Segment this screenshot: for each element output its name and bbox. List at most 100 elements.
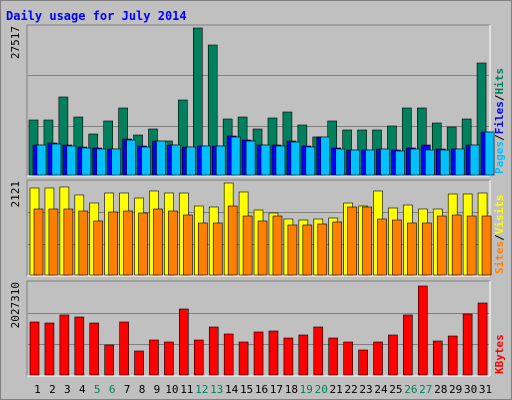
bar-sites-day-26 [407, 222, 417, 276]
bar-kbytes-day-12 [193, 339, 204, 376]
bar-sites-day-8 [138, 212, 148, 276]
bar-pages-day-9 [156, 140, 166, 176]
x-tick-label-6: 6 [109, 383, 116, 396]
bar-pages-day-20 [320, 136, 331, 176]
bar-kbytes-day-25 [388, 334, 398, 376]
bar-kbytes-day-3 [59, 314, 70, 376]
bar-sites-day-22 [347, 206, 357, 276]
bar-pages-day-19 [305, 146, 316, 176]
bar-pages-day-27 [425, 149, 435, 176]
bar-kbytes-day-11 [179, 308, 189, 376]
x-tick-label-25: 25 [389, 383, 402, 396]
bar-kbytes-day-19 [298, 334, 309, 376]
bar-pages-day-8 [141, 146, 151, 176]
bar-pages-day-17 [275, 145, 286, 176]
kbytes-panel [26, 280, 491, 377]
bar-kbytes-day-1 [29, 321, 40, 376]
x-tick-label-26: 26 [404, 383, 417, 396]
x-tick-label-15: 15 [240, 383, 253, 396]
x-tick-label-22: 22 [344, 383, 357, 396]
bar-sites-day-24 [377, 218, 387, 276]
bar-sites-day-31 [481, 215, 492, 276]
bar-kbytes-day-27 [418, 285, 428, 376]
x-tick-label-13: 13 [210, 383, 223, 396]
bar-sites-day-14 [227, 205, 238, 276]
bar-pages-day-1 [36, 144, 47, 176]
bar-pages-day-12 [200, 145, 211, 176]
bar-sites-day-17 [272, 215, 283, 276]
bar-kbytes-day-7 [119, 321, 129, 376]
x-tick-label-9: 9 [154, 383, 161, 396]
bar-pages-day-16 [260, 144, 271, 176]
bar-kbytes-day-8 [134, 350, 144, 376]
bar-pages-day-11 [186, 146, 196, 176]
x-tick-label-7: 7 [124, 383, 131, 396]
panels-layer [26, 24, 495, 377]
bar-kbytes-day-10 [164, 341, 174, 376]
legend-entry: Sites [493, 241, 506, 274]
bar-kbytes-day-30 [462, 313, 473, 376]
bar-kbytes-day-20 [313, 326, 324, 376]
bar-pages-day-14 [230, 136, 241, 176]
x-tick-label-24: 24 [374, 383, 388, 396]
x-tick-label-16: 16 [255, 383, 268, 396]
bar-sites-day-5 [93, 220, 104, 276]
legend-entry: KBytes [493, 334, 506, 374]
bar-sites-day-18 [287, 224, 298, 276]
legend-hits-panel: Pages/Files/Hits [493, 68, 506, 174]
bar-kbytes-day-2 [44, 322, 55, 376]
x-tick-label-3: 3 [64, 383, 71, 396]
bar-kbytes-day-6 [104, 344, 114, 376]
bar-kbytes-day-22 [343, 341, 353, 376]
bar-sites-day-10 [168, 210, 178, 276]
x-tick-label-4: 4 [79, 383, 86, 396]
legend-visits-panel: Sites/Visits [493, 195, 506, 275]
y-axis-labels: 27517 2121 2027310 [9, 26, 22, 328]
x-tick-label-2: 2 [49, 383, 56, 396]
bar-sites-day-20 [317, 223, 328, 276]
visits-panel [26, 179, 492, 277]
bar-sites-day-30 [466, 215, 477, 276]
bar-pages-day-4 [81, 147, 92, 176]
x-tick-label-1: 1 [34, 383, 41, 396]
bar-sites-day-9 [153, 208, 163, 276]
bar-sites-day-1 [33, 208, 44, 276]
bar-pages-day-15 [245, 140, 256, 176]
legend-entry: / [493, 134, 506, 141]
bar-sites-day-2 [48, 208, 59, 276]
bar-kbytes-day-17 [268, 330, 279, 376]
bar-pages-day-30 [469, 144, 480, 176]
x-tick-label-17: 17 [270, 383, 283, 396]
bar-kbytes-day-9 [149, 339, 159, 376]
x-tick-label-5: 5 [94, 383, 101, 396]
x-tick-label-14: 14 [225, 383, 239, 396]
bar-pages-day-24 [380, 148, 390, 176]
bar-kbytes-day-26 [403, 314, 413, 376]
bar-kbytes-day-13 [208, 326, 219, 376]
legend-entry: Files [493, 101, 506, 134]
hits-panel [26, 24, 495, 177]
x-tick-label-8: 8 [139, 383, 146, 396]
bar-kbytes-day-4 [74, 316, 85, 376]
bar-pages-day-3 [66, 145, 77, 176]
legend-kbytes-panel: KBytes [493, 334, 506, 374]
bar-kbytes-day-31 [477, 302, 488, 376]
x-tick-label-29: 29 [449, 383, 462, 396]
bar-pages-day-2 [51, 143, 62, 176]
bar-pages-day-18 [290, 141, 301, 176]
bar-pages-day-22 [350, 149, 360, 176]
bar-sites-day-29 [451, 214, 462, 276]
bar-pages-day-6 [111, 148, 121, 176]
legend-entry: Hits [493, 68, 506, 95]
legend-entry: Visits [493, 195, 506, 235]
bar-kbytes-day-18 [283, 337, 294, 376]
bar-kbytes-day-29 [447, 335, 458, 376]
bar-pages-day-7 [126, 139, 136, 176]
chart-title: Daily usage for July 2014 [6, 9, 187, 23]
bar-sites-day-13 [212, 222, 223, 276]
x-tick-label-23: 23 [359, 383, 372, 396]
bar-sites-day-4 [78, 210, 89, 276]
y-max-label: 2121 [9, 181, 22, 208]
bar-pages-day-5 [96, 148, 107, 176]
